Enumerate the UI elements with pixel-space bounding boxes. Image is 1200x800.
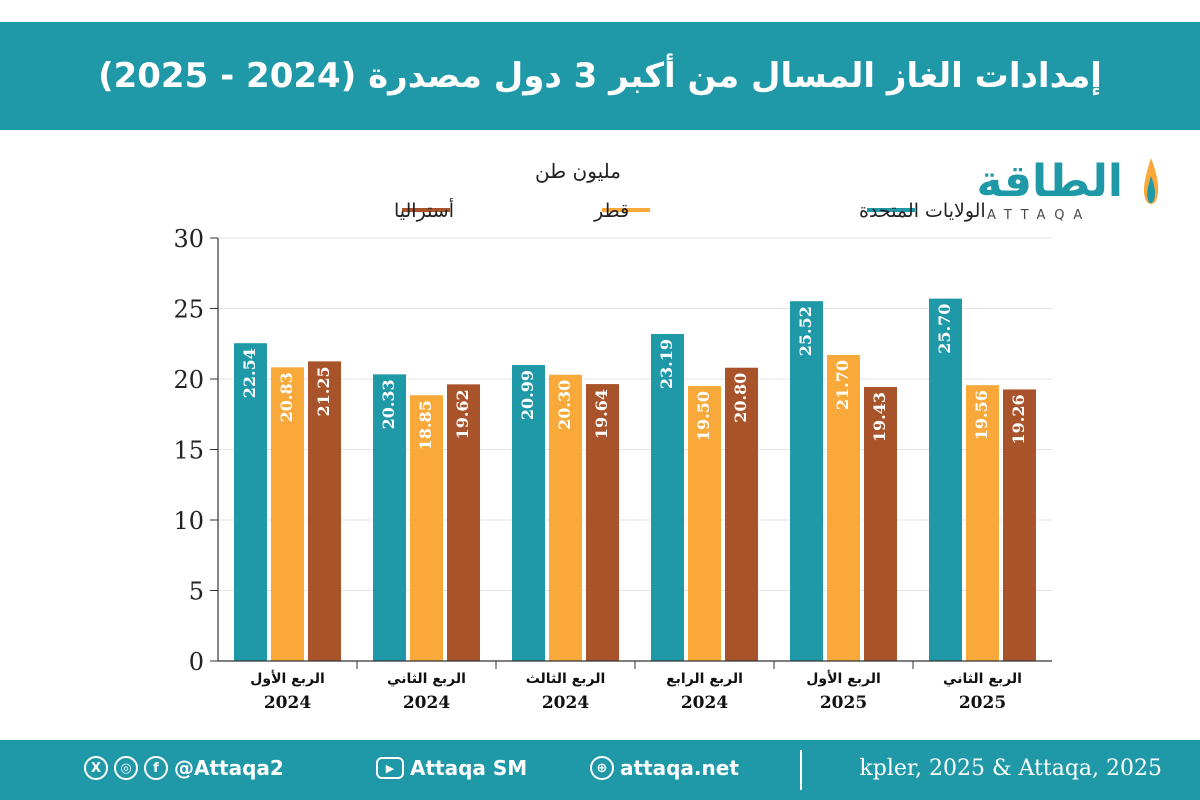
bar	[308, 361, 341, 661]
bar	[512, 365, 545, 661]
youtube-icon[interactable]: ▶	[376, 757, 404, 779]
instagram-icon[interactable]: ◎	[114, 756, 138, 780]
x-tick-year: 2024	[403, 693, 450, 713]
title-bar: إمدادات الغاز المسال من أكبر 3 دول مصدرة…	[0, 22, 1200, 130]
x-tick-label: الربع الرابع	[666, 671, 743, 687]
bar-value-label: 19.50	[694, 391, 713, 441]
y-tick-label: 30	[173, 225, 204, 253]
y-tick-label: 25	[173, 296, 204, 324]
x-tick-label: الربع الأول	[806, 670, 881, 687]
source-credit: kpler, 2025 & Attaqa, 2025	[859, 756, 1162, 781]
y-tick-label: 10	[173, 507, 204, 535]
chart-area: 22.54 20.83 21.25 20.33 18.85 19.62 20.99 20.30…	[0, 130, 1200, 740]
logo-english: ATTAQA	[987, 208, 1092, 223]
website-link[interactable]: attaqa.net	[620, 756, 739, 780]
legend-label: أستراليا	[394, 198, 454, 222]
website-group: ⊕ attaqa.net	[590, 756, 739, 780]
social-handle[interactable]: @Attaqa2	[174, 756, 284, 780]
bar-value-label: 18.85	[416, 400, 435, 450]
youtube-group: ▶ Attaqa SM	[376, 756, 527, 780]
bar-value-label: 22.54	[240, 348, 259, 398]
bar-value-label: 21.70	[833, 360, 852, 410]
bar	[1003, 389, 1036, 661]
bar	[234, 343, 267, 661]
bar-value-label: 25.70	[935, 304, 954, 354]
grid-lines	[218, 237, 1052, 591]
bar-value-label: 19.62	[453, 389, 472, 439]
globe-icon[interactable]: ⊕	[590, 756, 614, 780]
legend-label: قطر	[593, 200, 629, 222]
bar-value-label: 19.43	[870, 392, 889, 442]
x-tick-label: الربع الثالث	[526, 671, 606, 687]
bar	[688, 386, 721, 661]
bar-value-label: 23.19	[657, 339, 676, 389]
bars: 22.54 20.83 21.25 20.33 18.85 19.62 20.99 20.30…	[234, 298, 1036, 661]
bar-value-label: 20.80	[731, 373, 750, 423]
x-tick-year: 2025	[820, 693, 867, 713]
flame-drop-icon	[1143, 158, 1159, 204]
y-tick-label: 20	[173, 366, 204, 394]
bar	[651, 334, 684, 661]
attaqa-logo: الطاقة ATTAQA	[965, 150, 1165, 240]
unit-label: مليون طن	[535, 159, 621, 183]
bar-value-label: 21.25	[314, 366, 333, 416]
facebook-icon[interactable]: f	[144, 756, 168, 780]
x-tick-label: الربع الأول	[250, 670, 325, 687]
bar	[790, 301, 823, 661]
bar	[271, 367, 304, 661]
bar-value-label: 19.56	[972, 390, 991, 440]
chart-title: إمدادات الغاز المسال من أكبر 3 دول مصدرة…	[98, 56, 1102, 96]
y-tick-label: 0	[189, 648, 204, 676]
y-tick-label: 5	[189, 578, 204, 606]
bar	[725, 367, 758, 661]
x-tick-label: الربع الثاني	[387, 671, 466, 687]
bar	[447, 384, 480, 661]
x-tick-year: 2024	[264, 693, 311, 713]
bar	[549, 374, 582, 661]
y-tick-label: 15	[173, 437, 204, 465]
footer-divider	[800, 750, 802, 790]
bar-value-label: 19.64	[592, 389, 611, 439]
x-tick-year: 2024	[542, 693, 589, 713]
bar	[966, 385, 999, 661]
x-icon[interactable]: X	[84, 756, 108, 780]
legend: مليون طن الولايات المتحدة قطر أستراليا	[394, 159, 986, 222]
bar-value-label: 25.52	[796, 306, 815, 356]
bar-value-label: 20.83	[277, 372, 296, 422]
youtube-channel[interactable]: Attaqa SM	[410, 756, 528, 780]
footer: X ◎ f @Attaqa2 ▶ Attaqa SM ⊕ attaqa.net …	[0, 740, 1200, 800]
bar	[827, 355, 860, 661]
x-tick-label: الربع الثاني	[943, 671, 1022, 687]
top-strip	[0, 0, 1200, 22]
bar	[373, 374, 406, 661]
bar	[410, 395, 443, 661]
x-tick-year: 2024	[681, 693, 728, 713]
bar-value-label: 20.33	[379, 379, 398, 429]
bar-value-label: 20.99	[518, 370, 537, 420]
x-tick-year: 2025	[959, 693, 1006, 713]
bar-value-label: 20.30	[555, 380, 574, 430]
legend-label: الولايات المتحدة	[859, 200, 986, 222]
social-group: X ◎ f @Attaqa2	[84, 756, 284, 780]
bar	[586, 384, 619, 661]
logo-arabic: الطاقة	[976, 156, 1123, 207]
bar	[864, 387, 897, 661]
bar-chart: 22.54 20.83 21.25 20.33 18.85 19.62 20.99 20.30…	[173, 159, 1052, 713]
bar-value-label: 19.26	[1009, 394, 1028, 444]
bar	[929, 298, 962, 661]
